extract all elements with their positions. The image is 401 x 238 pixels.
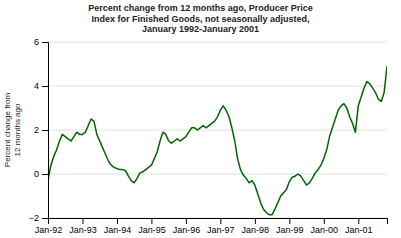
x-tick-mark — [151, 218, 152, 224]
y-tick-label: 4 — [34, 81, 39, 91]
x-tick-label: Jan-96 — [173, 225, 201, 235]
x-tick: Jan-95 — [138, 218, 166, 235]
y-axis: −2 0 2 4 6 — [29, 37, 49, 223]
x-tick-label: Jan-92 — [35, 225, 63, 235]
y-tick-label: 0 — [34, 169, 39, 179]
chart: Percent change from 12 months ago, Produ… — [0, 0, 401, 238]
y-axis-title-line: 12 months ago — [13, 103, 22, 156]
x-tick-mark — [117, 218, 118, 224]
y-tick: 0 — [34, 169, 48, 179]
y-tick-mark — [42, 86, 48, 87]
x-tick-label: Jan-01 — [345, 225, 373, 235]
x-tick-label: Jan-93 — [69, 225, 97, 235]
title-line: January 1992-January 2001 — [142, 24, 259, 34]
x-tick: Jan-93 — [69, 218, 97, 235]
x-tick-mark — [289, 218, 290, 224]
y-tick-label: −2 — [29, 213, 39, 223]
x-tick-mark — [324, 218, 325, 224]
x-tick: Jan-94 — [104, 218, 132, 235]
y-axis-title: Percent change from12 months ago — [3, 93, 22, 168]
x-tick-label: Jan-95 — [138, 225, 166, 235]
x-tick: Jan-98 — [242, 218, 270, 235]
grid-line — [48, 130, 387, 131]
y-tick: 2 — [34, 125, 48, 135]
x-tick: Jan-96 — [173, 218, 201, 235]
x-tick-mark — [82, 218, 83, 224]
x-tick-label: Jan-99 — [276, 225, 304, 235]
x-tick: Jan-99 — [276, 218, 304, 235]
y-tick-mark — [42, 130, 48, 131]
line — [48, 66, 387, 215]
x-tick-mark — [358, 218, 359, 224]
y-axis-line — [42, 43, 49, 219]
x-tick-mark — [220, 218, 221, 224]
x-tick-mark — [255, 218, 256, 224]
grid-line — [48, 42, 387, 43]
y-tick: −2 — [29, 213, 48, 223]
x-axis-line — [49, 219, 388, 225]
grid-line — [48, 86, 387, 87]
title-line: Percent change from 12 months ago, Produ… — [88, 3, 313, 13]
x-axis: Jan-92 Jan-93 Jan-94 Jan-95 Jan-96 Jan-97 Jan-… — [35, 218, 388, 235]
grid — [48, 42, 387, 218]
x-tick-label: Jan-97 — [207, 225, 235, 235]
grid-line — [48, 174, 387, 175]
x-tick: Jan-00 — [311, 218, 339, 235]
y-axis-title-line: Percent change from — [3, 93, 12, 168]
x-tick-label: Jan-94 — [104, 225, 132, 235]
x-tick-mark — [186, 218, 187, 224]
x-tick: Jan-97 — [207, 218, 235, 235]
x-tick-label: Jan-00 — [311, 225, 339, 235]
y-tick-label: 6 — [34, 37, 39, 47]
y-tick-mark — [42, 174, 48, 175]
x-tick-label: Jan-98 — [242, 225, 270, 235]
y-tick-mark — [42, 42, 48, 43]
title-line: Index for Finished Goods, not seasonally… — [91, 14, 309, 24]
y-tick-label: 2 — [34, 125, 39, 135]
y-tick: 6 — [34, 37, 48, 47]
plot: Jan-92 Jan-93 Jan-94 Jan-95 Jan-96 Jan-97 Jan-… — [29, 37, 388, 235]
title: Percent change from 12 months ago, Produ… — [88, 3, 313, 34]
y-tick: 4 — [34, 81, 48, 91]
x-tick: Jan-01 — [345, 218, 373, 235]
marks — [48, 66, 387, 215]
y-tick-mark — [42, 218, 48, 219]
